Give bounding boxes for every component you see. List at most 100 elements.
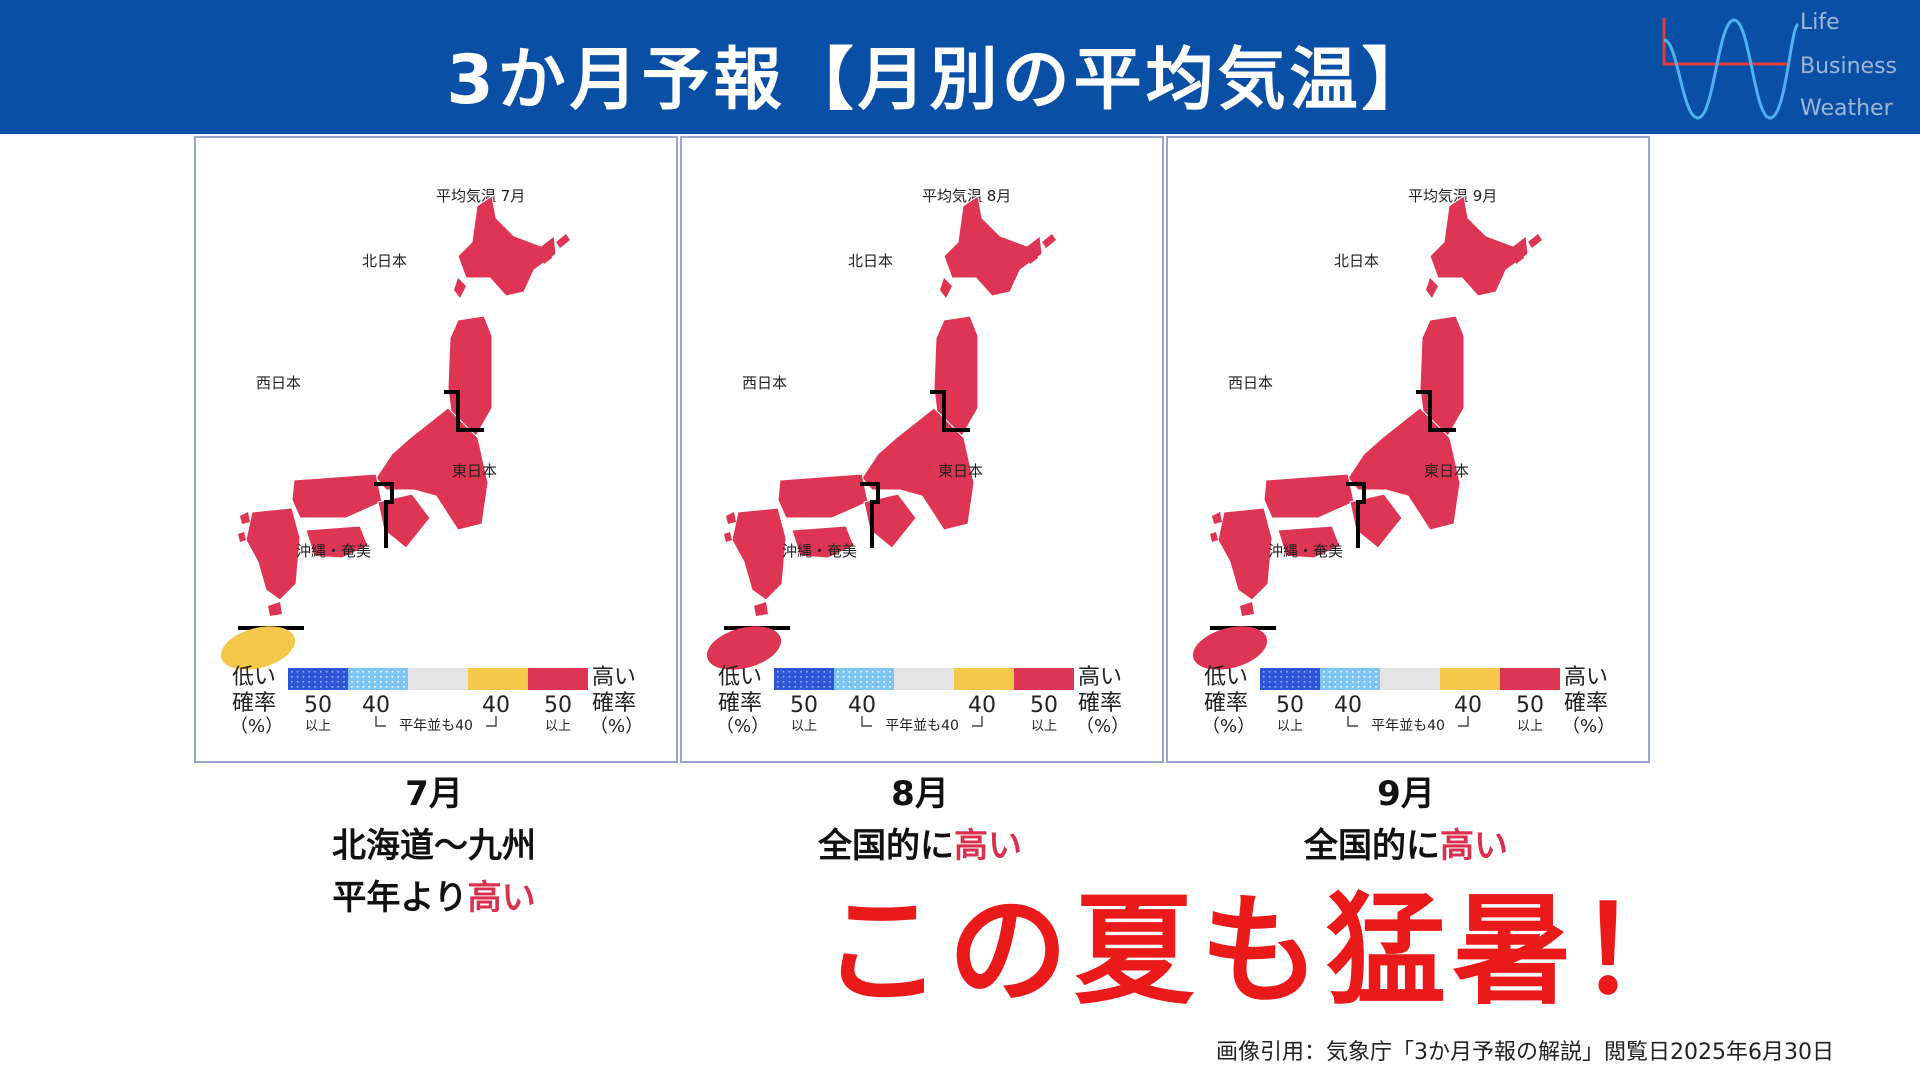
legend-dot xyxy=(871,671,874,673)
legend-dot xyxy=(362,671,365,673)
caption-line1: 全国的に高い xyxy=(680,820,1160,872)
legend-high-label: 高い xyxy=(1564,665,1608,690)
legend-dot xyxy=(302,676,305,678)
legend-dot xyxy=(823,671,825,673)
legend-number: 40 xyxy=(1454,693,1482,718)
legend-dot xyxy=(860,671,862,673)
legend-number: 40 xyxy=(362,693,390,718)
legend-dot xyxy=(800,671,802,673)
legend-dot xyxy=(817,681,820,683)
caption-july: 7月 北海道〜九州 平年より高い xyxy=(194,768,674,924)
legend-dot xyxy=(380,676,382,678)
legend-number: 40 xyxy=(968,693,996,718)
legend-dot xyxy=(356,686,359,688)
legend-dot xyxy=(871,676,874,678)
legend-dot xyxy=(1363,676,1366,678)
legend-dot xyxy=(837,686,839,688)
legend-dot xyxy=(800,686,802,688)
legend-dot xyxy=(1363,671,1366,673)
legend-dot xyxy=(1274,676,1277,678)
legend-number: 40 xyxy=(482,693,510,718)
legend-dot xyxy=(777,671,779,673)
legend-dot xyxy=(320,686,322,688)
legend-dot xyxy=(337,676,339,678)
legend-dot xyxy=(397,671,399,673)
legend-dot xyxy=(331,676,334,678)
okinawa-region xyxy=(706,626,782,670)
legend-pct-right: （%） xyxy=(1562,716,1615,737)
caption-month: 8月 xyxy=(891,774,949,814)
kinki-region xyxy=(863,493,917,549)
legend-dot xyxy=(296,686,299,688)
legend-high-label: 確率 xyxy=(1078,691,1122,716)
legend-number: 50 xyxy=(1276,693,1304,718)
legend-dot xyxy=(788,671,791,673)
legend-sub-left: 以上 xyxy=(791,719,817,734)
legend-swatch xyxy=(1380,668,1440,690)
legend-dot xyxy=(1363,681,1366,683)
legend-dot xyxy=(385,686,388,688)
legend-dot xyxy=(356,681,359,683)
legend-dot xyxy=(1340,676,1342,678)
legend-swatch xyxy=(528,668,588,690)
legend-dot xyxy=(1369,686,1371,688)
map-panel-july: 平均気温 7月 北日本 西日本 東日本 沖縄・奄美 低い 確率 （%） 高い 確率 （%） 50 40 4… xyxy=(194,136,678,763)
legend-dot xyxy=(331,671,334,673)
legend-dot xyxy=(1328,681,1331,683)
caption-prefix: 全国的に xyxy=(1304,826,1440,866)
legend-dot xyxy=(325,676,328,678)
legend-dot xyxy=(842,681,845,683)
legend-bracket xyxy=(861,716,872,727)
legend-swatch xyxy=(834,668,894,690)
legend-dot xyxy=(811,686,814,688)
legend-dot xyxy=(1369,681,1371,683)
legend-dot xyxy=(308,671,310,673)
caption-highlight: 高い xyxy=(954,826,1022,866)
legend-dot xyxy=(320,676,322,678)
legend-sub-right: 以上 xyxy=(1517,719,1543,734)
map-title: 平均気温 9月 xyxy=(1408,187,1497,205)
legend-high-label: 高い xyxy=(592,665,636,690)
legend-dot xyxy=(1369,676,1371,678)
legend-dot xyxy=(817,686,820,688)
legend-dot xyxy=(368,671,370,673)
legend-pct-right: （%） xyxy=(1076,716,1129,737)
legend-dot xyxy=(325,671,328,673)
legend-dot xyxy=(403,681,405,683)
legend-bracket xyxy=(972,716,983,727)
legend-dot xyxy=(337,686,339,688)
legend-swatch xyxy=(468,668,528,690)
caption-september: 9月 全国的に高い xyxy=(1166,768,1646,872)
legend-dot xyxy=(782,676,785,678)
legend-dot xyxy=(1263,681,1265,683)
kyushu-region xyxy=(1217,507,1273,601)
legend-dot xyxy=(356,676,359,678)
legend-dot xyxy=(403,686,405,688)
legend-dot xyxy=(788,676,791,678)
legend-dot xyxy=(837,676,839,678)
caption-line1: 北海道〜九州 xyxy=(332,826,536,866)
legend-dot xyxy=(1280,681,1282,683)
tsushima-island xyxy=(1212,512,1222,524)
legend-dot xyxy=(1280,676,1282,678)
legend-dot xyxy=(314,681,316,683)
legend-dot xyxy=(860,681,862,683)
legend-dot xyxy=(806,676,808,678)
legend-dot xyxy=(391,671,394,673)
legend-dot xyxy=(1346,681,1348,683)
legend-bracket xyxy=(1347,716,1358,727)
legend-dot xyxy=(1334,681,1337,683)
legend-dot xyxy=(1357,686,1360,688)
caption-highlight: 高い xyxy=(467,878,536,918)
legend-dot xyxy=(314,671,316,673)
legend-normal-note: 平年並も40 xyxy=(885,718,959,734)
legend-dot xyxy=(877,671,880,673)
legend-swatch xyxy=(894,668,954,690)
region-label-okinawa: 沖縄・奄美 xyxy=(782,542,857,560)
legend-dot xyxy=(343,681,345,683)
legend-dot xyxy=(1303,681,1306,683)
legend-dot xyxy=(368,686,370,688)
southern-island xyxy=(754,602,768,616)
legend-dot xyxy=(351,671,353,673)
